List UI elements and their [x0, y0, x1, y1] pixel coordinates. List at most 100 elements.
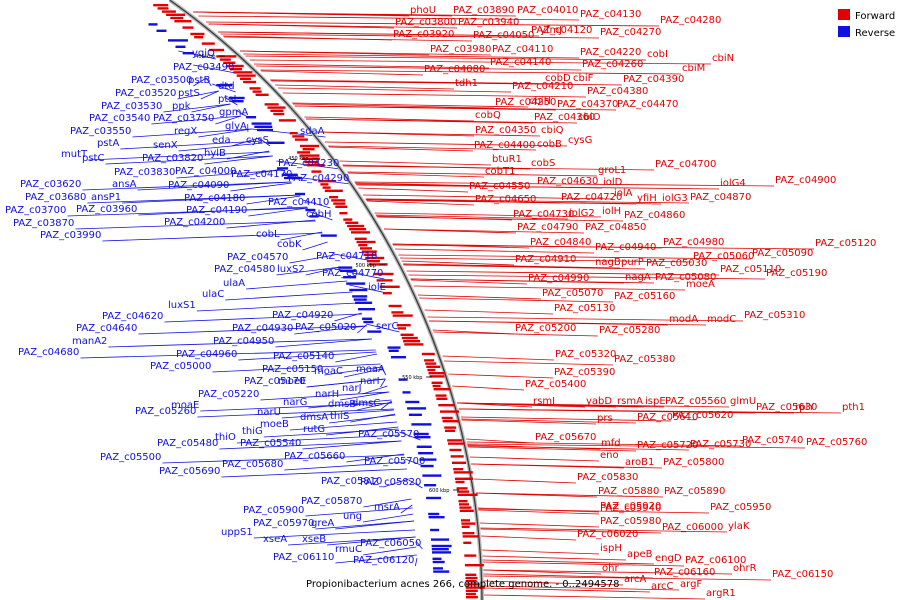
forward-gene-label: PAZ_c04550 — [469, 181, 530, 192]
forward-gene-leader-line — [358, 187, 469, 193]
gene-feature — [435, 394, 447, 397]
gene-feature — [411, 423, 432, 426]
forward-gene-label: pth1 — [842, 402, 865, 413]
gene-feature — [267, 106, 286, 109]
forward-gene-leader-line — [343, 165, 655, 171]
gene-feature — [459, 506, 472, 509]
forward-gene-label: PAZ_c05400 — [525, 379, 586, 390]
gene-feature — [419, 458, 437, 461]
reverse-gene-label: dmsB — [328, 399, 356, 410]
gene-feature — [273, 112, 285, 116]
forward-gene-leader-line — [458, 408, 842, 414]
forward-gene-leader-line — [480, 527, 728, 533]
reverse-gene-leader-line — [82, 181, 292, 191]
forward-gene-label: ispE — [645, 396, 666, 407]
reverse-gene-leader-line — [238, 351, 377, 361]
reverse-gene-leader-line — [307, 378, 386, 388]
forward-gene-leader-line — [261, 70, 424, 76]
gene-feature — [257, 128, 273, 132]
reverse-gene-label: PAZ_c03680 — [25, 192, 86, 203]
gene-feature — [428, 512, 440, 516]
reverse-gene-leader-line — [164, 313, 362, 323]
forward-gene-leader-line — [483, 594, 706, 600]
forward-gene-label: argF — [680, 579, 702, 590]
reverse-gene-label: PAZ_c05870 — [301, 496, 362, 507]
forward-gene-label: PAZ_c03940 — [458, 17, 519, 28]
gene-feature — [349, 288, 368, 292]
reverse-gene-leader-line — [357, 324, 367, 334]
reverse-gene-label: PAZ_c05900 — [243, 505, 304, 516]
gene-feature — [455, 480, 465, 484]
reverse-gene-leader-line — [200, 402, 393, 412]
reverse-gene-label: regX — [174, 126, 197, 137]
reverse-gene-leader-line — [334, 312, 362, 322]
forward-gene-label: PAZ_c05320 — [555, 349, 616, 360]
reverse-gene-leader-line — [205, 77, 212, 87]
reverse-gene-label: PAZ_c05700 — [364, 456, 425, 467]
reverse-gene-label: PAZ_c03490 — [173, 62, 234, 73]
forward-gene-label: cbiO — [578, 112, 601, 123]
forward-gene-label: PAZ_c04130 — [580, 9, 641, 20]
reverse-gene-label: thiS — [330, 411, 349, 422]
gene-feature — [153, 4, 169, 7]
reverse-gene-leader-line — [197, 408, 394, 418]
gene-feature — [304, 160, 319, 164]
reverse-gene-leader-line — [288, 536, 416, 546]
forward-gene-label: PAZ_c04730 — [513, 209, 574, 220]
reverse-gene-label: ulaC — [202, 289, 224, 300]
reverse-gene-leader-line — [281, 409, 395, 419]
reverse-gene-leader-line — [191, 103, 231, 113]
forward-gene-label: mfd — [601, 438, 621, 449]
forward-gene-label: ispH — [600, 543, 622, 554]
reverse-gene-label: manA2 — [72, 336, 107, 347]
gene-feature — [420, 464, 434, 468]
gene-feature — [414, 436, 431, 439]
reverse-gene-leader-line — [324, 366, 382, 376]
gene-feature — [168, 39, 188, 42]
reverse-gene-leader-line — [263, 428, 399, 438]
gene-feature — [361, 250, 377, 253]
reverse-gene-label: cobK — [277, 239, 302, 250]
gene-features — [148, 4, 485, 599]
gene-feature — [464, 564, 484, 567]
forward-gene-label: PAZ_c05880 — [598, 486, 659, 497]
reverse-gene-label: PAZ_c04930 — [232, 323, 293, 334]
reverse-gene-leader-line — [219, 440, 402, 450]
forward-gene-label: arcC — [651, 581, 674, 592]
reverse-gene-leader-line — [80, 349, 376, 359]
reverse-gene-leader-line — [67, 207, 308, 217]
gene-feature — [349, 228, 367, 231]
gene-feature — [231, 100, 244, 103]
reverse-gene-label: PAZ_c03540 — [89, 113, 150, 124]
forward-gene-leader-line — [483, 575, 772, 581]
forward-gene-label: PAZ_c05190 — [766, 268, 827, 279]
forward-gene-label: groL1 — [598, 165, 626, 176]
gene-feature — [465, 596, 478, 599]
forward-gene-label: cbiQ — [541, 125, 564, 136]
reverse-gene-leader-line — [248, 207, 308, 217]
forward-gene-leader-line — [410, 279, 528, 285]
gene-feature — [170, 16, 184, 20]
gene-feature — [431, 544, 452, 548]
gene-feature — [358, 244, 368, 247]
forward-gene-label: PAZ_c05380 — [614, 354, 675, 365]
reverse-gene-leader-line — [178, 142, 263, 152]
reverse-gene-label: PAZ_c04200 — [164, 217, 225, 228]
forward-gene-label: PAZ_c04470 — [617, 99, 678, 110]
reverse-gene-leader-line — [284, 461, 406, 471]
forward-gene-label: iolA — [614, 188, 633, 199]
forward-gene-label: ohrR — [733, 563, 757, 574]
reverse-gene-leader-line — [193, 77, 207, 87]
gene-feature — [413, 432, 429, 436]
gene-feature — [175, 45, 186, 48]
gene-feature — [442, 420, 460, 423]
forward-gene-label: PAZ_c05070 — [542, 288, 603, 299]
forward-gene-leader-line — [270, 79, 573, 85]
gene-feature — [431, 381, 443, 384]
gene-feature — [174, 20, 192, 23]
gene-feature — [302, 148, 315, 151]
forward-gene-label: PAZ_c05950 — [710, 502, 771, 513]
reverse-gene-leader-line — [138, 206, 308, 216]
reverse-gene-leader-line — [231, 137, 260, 147]
gene-feature — [464, 554, 477, 557]
